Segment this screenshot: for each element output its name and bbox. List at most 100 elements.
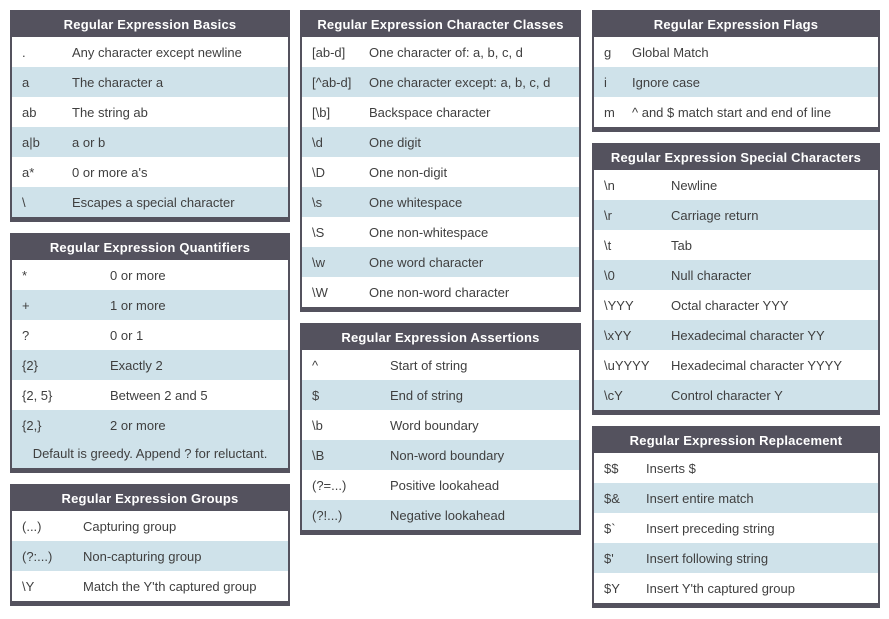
table-row: [\b] Backspace character bbox=[302, 97, 579, 127]
table-row: \n Newline bbox=[594, 170, 878, 200]
table-row: \uYYYY Hexadecimal character YYYY bbox=[594, 350, 878, 380]
table-row: m ^ and $ match start and end of line bbox=[594, 97, 878, 127]
table-assertions: Regular Expression Assertions ^ Start of s… bbox=[300, 323, 581, 535]
pattern-description: Positive lookahead bbox=[390, 477, 500, 493]
pattern-symbol: ? bbox=[22, 327, 30, 343]
pattern-description: Non-capturing group bbox=[83, 548, 202, 564]
table-row: $' Insert following string bbox=[594, 543, 878, 573]
table-row: \s One whitespace bbox=[302, 187, 579, 217]
pattern-description: One non-whitespace bbox=[369, 224, 489, 240]
table-row: \cY Control character Y bbox=[594, 380, 878, 410]
pattern-description: One character except: a, b, c, d bbox=[369, 74, 551, 90]
table-title-character-classes: Regular Expression Character Classes bbox=[302, 12, 579, 37]
pattern-symbol: \w bbox=[312, 254, 325, 270]
pattern-description: The character a bbox=[72, 74, 164, 90]
pattern-symbol: \0 bbox=[604, 267, 615, 283]
pattern-symbol: {2,} bbox=[22, 417, 42, 433]
pattern-symbol: \S bbox=[312, 224, 325, 240]
pattern-description: Word boundary bbox=[390, 417, 479, 433]
column-middle: Regular Expression Character Classes [ab-… bbox=[300, 10, 581, 619]
table-row: a|b a or b bbox=[12, 127, 288, 157]
pattern-description: Non-word boundary bbox=[390, 447, 505, 463]
table-row: (?:...) Non-capturing group bbox=[12, 541, 288, 571]
pattern-description: End of string bbox=[390, 387, 463, 403]
table-row: \D One non-digit bbox=[302, 157, 579, 187]
pattern-description: Match the Y'th captured group bbox=[83, 578, 257, 594]
pattern-description: Inserts $ bbox=[646, 460, 696, 476]
pattern-description: One word character bbox=[369, 254, 484, 270]
table-quantifiers: Regular Expression Quantifiers * 0 or more… bbox=[10, 233, 290, 473]
table-character-classes: Regular Expression Character Classes [ab-… bbox=[300, 10, 581, 312]
table-row: +1 or more bbox=[12, 290, 288, 320]
pattern-symbol: \b bbox=[312, 417, 323, 433]
pattern-symbol: (?=...) bbox=[312, 477, 347, 493]
pattern-description: a or b bbox=[72, 134, 106, 150]
table-footer-note: Default is greedy. Append ? for reluctan… bbox=[12, 440, 288, 468]
table-row: \w One word character bbox=[302, 247, 579, 277]
table-title-flags: Regular Expression Flags bbox=[594, 12, 878, 37]
pattern-description: One digit bbox=[369, 134, 422, 150]
table-row: \YYY Octal character YYY bbox=[594, 290, 878, 320]
table-row: ^ Start of string bbox=[302, 350, 579, 380]
pattern-description: Insert entire match bbox=[646, 490, 754, 506]
pattern-symbol: \d bbox=[312, 134, 323, 150]
table-title-special-characters: Regular Expression Special Characters bbox=[594, 145, 878, 170]
pattern-symbol: i bbox=[604, 74, 607, 90]
table-basics: Regular Expression Basics. Any character … bbox=[10, 10, 290, 222]
pattern-symbol: $ bbox=[312, 387, 320, 403]
pattern-symbol: (?!...) bbox=[312, 507, 343, 523]
table-special-characters: Regular Expression Special Characters \n N… bbox=[592, 143, 880, 415]
pattern-symbol: \n bbox=[604, 177, 615, 193]
pattern-symbol: $Y bbox=[604, 580, 620, 596]
table-row: (?!...) Negative lookahead bbox=[302, 500, 579, 530]
table-row: \W One non-word character bbox=[302, 277, 579, 307]
pattern-symbol: {2, 5} bbox=[22, 387, 53, 403]
table-title-replacement: Regular Expression Replacement bbox=[594, 428, 878, 453]
pattern-description: Carriage return bbox=[671, 207, 759, 223]
table-row: g Global Match bbox=[594, 37, 878, 67]
pattern-symbol: {2} bbox=[22, 357, 38, 373]
pattern-description: Between 2 and 5 bbox=[110, 387, 208, 403]
pattern-description: Insert Y'th captured group bbox=[646, 580, 795, 596]
pattern-symbol: a|b bbox=[22, 134, 40, 150]
pattern-symbol: * bbox=[22, 267, 28, 283]
table-row: \ Escapes a special character bbox=[12, 187, 288, 217]
pattern-symbol: \cY bbox=[604, 387, 623, 403]
pattern-description: Newline bbox=[671, 177, 718, 193]
table-row: $ End of string bbox=[302, 380, 579, 410]
pattern-symbol: (...) bbox=[22, 518, 42, 534]
table-row: \r Carriage return bbox=[594, 200, 878, 230]
table-row: . Any character except newline bbox=[12, 37, 288, 67]
table-flags: Regular Expression Flags g Global Match i Ig… bbox=[592, 10, 880, 132]
pattern-description: Capturing group bbox=[83, 518, 177, 534]
pattern-description: Exactly 2 bbox=[110, 357, 163, 373]
pattern-description: Control character Y bbox=[671, 387, 783, 403]
table-row: \S One non-whitespace bbox=[302, 217, 579, 247]
pattern-description: One character of: a, b, c, d bbox=[369, 44, 523, 60]
pattern-symbol: \Y bbox=[22, 578, 35, 594]
pattern-symbol: [ab-d] bbox=[312, 44, 346, 60]
pattern-symbol: $$ bbox=[604, 460, 619, 476]
pattern-description: Null character bbox=[671, 267, 752, 283]
table-row: $Y Insert Y'th captured group bbox=[594, 573, 878, 603]
pattern-description: Any character except newline bbox=[72, 44, 242, 60]
table-row: ? 0 or 1 bbox=[12, 320, 288, 350]
table-row: \xYY Hexadecimal character YY bbox=[594, 320, 878, 350]
pattern-description: Octal character YYY bbox=[671, 297, 789, 313]
pattern-symbol: \t bbox=[604, 237, 612, 253]
table-row: a The character a bbox=[12, 67, 288, 97]
pattern-symbol: $' bbox=[604, 550, 614, 566]
table-row: [^ab-d] One character except: a, b, c, d bbox=[302, 67, 579, 97]
pattern-symbol: \xYY bbox=[604, 327, 632, 343]
pattern-symbol: ^ bbox=[312, 357, 319, 373]
table-row: i Ignore case bbox=[594, 67, 878, 97]
pattern-description: Negative lookahead bbox=[390, 507, 505, 523]
table-row: (?=...) Positive lookahead bbox=[302, 470, 579, 500]
table-row: \Y Match the Y'th captured group bbox=[12, 571, 288, 601]
pattern-symbol: a* bbox=[22, 164, 35, 180]
pattern-symbol: m bbox=[604, 104, 615, 120]
pattern-description: Start of string bbox=[390, 357, 468, 373]
pattern-description: Insert preceding string bbox=[646, 520, 775, 536]
table-row: {2,} 2 or more bbox=[12, 410, 288, 440]
